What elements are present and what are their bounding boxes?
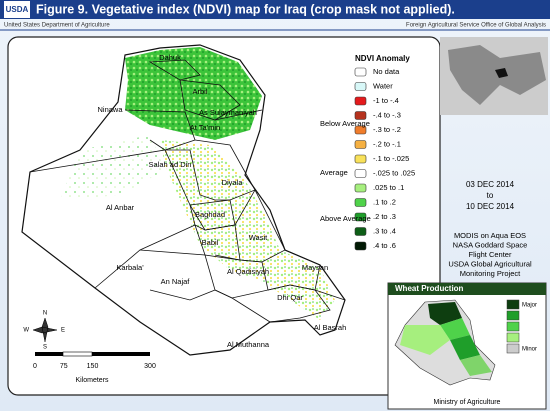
legend-swatch — [354, 111, 367, 120]
legend-label: .1 to .2 — [373, 197, 396, 206]
inset-major: Major — [522, 303, 537, 309]
province-label: Ninawa — [97, 105, 123, 114]
legend-group: Average — [320, 168, 348, 177]
legend-label: .025 to .1 — [373, 183, 404, 192]
agency: United States Department of Agriculture — [4, 23, 110, 29]
legend-group: Below Average — [320, 119, 370, 128]
scale-label: 300 — [144, 363, 156, 370]
legend-swatch — [354, 82, 367, 91]
legend-swatch — [354, 198, 367, 207]
title: Figure 9. Vegetative index (NDVI) map fo… — [36, 2, 455, 16]
province-label: Al Anbar — [106, 203, 135, 212]
legend-label: -.4 to -.3 — [373, 110, 401, 119]
compass: N S E W — [23, 311, 65, 351]
compass-n: N — [43, 311, 47, 317]
legend-swatch — [354, 212, 367, 222]
source-line: USDA Global Agricultural — [448, 259, 532, 268]
province-label: Arbil — [192, 87, 207, 96]
province-label: As Sulaymaniyah — [199, 108, 257, 117]
legend-swatch — [354, 227, 367, 236]
legend-label: -1 to -.4 — [373, 96, 399, 105]
province-borders — [29, 59, 346, 323]
legend-label: .2 to .3 — [373, 212, 396, 221]
legend-swatch — [354, 169, 367, 178]
legend-label: -.025 to .025 — [373, 168, 415, 177]
province-label: Al Basrah — [314, 323, 347, 332]
legend-swatch — [354, 183, 367, 193]
legend-label: -.1 to -.025 — [373, 154, 409, 163]
compass-w: W — [23, 328, 29, 334]
date: to — [487, 191, 494, 200]
source-line: MODIS on Aqua EOS — [454, 231, 526, 240]
legend-swatch — [354, 154, 367, 164]
scale-bar — [35, 351, 150, 357]
office: Foreign Agricultural Service Office of G… — [406, 23, 546, 29]
legend-swatch — [354, 125, 367, 135]
province-label: Karbala' — [116, 263, 144, 272]
header-bar — [0, 0, 550, 19]
province-label: Maysan — [302, 263, 328, 272]
inset-title: Wheat Production — [395, 284, 464, 293]
legend-group: Above Average — [320, 214, 371, 223]
legend-swatch — [354, 67, 367, 77]
legend-swatch — [354, 241, 367, 251]
legend-swatch — [354, 140, 367, 149]
legend-label: .4 to .6 — [373, 241, 396, 250]
legend-label: Water — [373, 81, 393, 90]
date: 03 DEC 2014 — [466, 180, 515, 189]
province-label: Al Muthanna — [227, 340, 270, 349]
compass-e: E — [61, 328, 65, 334]
inset: Wheat Production Major Minor Ministry of… — [387, 282, 547, 410]
province-label: Diyala — [222, 178, 244, 187]
date: 10 DEC 2014 — [466, 202, 515, 211]
province-label: Al Qadisiyah — [227, 267, 269, 276]
legend-label: .3 to .4 — [373, 226, 396, 235]
legend-label: No data — [373, 67, 400, 76]
legend-label: -.2 to -.1 — [373, 139, 401, 148]
source-line: Flight Center — [469, 250, 512, 259]
province-label: An Najaf — [161, 277, 191, 286]
legend-label: -.3 to -.2 — [373, 125, 401, 134]
province-label: Babil — [202, 238, 219, 247]
inset-minor: Minor — [522, 347, 537, 353]
province-label: At Ta'min — [190, 123, 220, 132]
legend-swatch — [354, 96, 367, 106]
scale-unit: Kilometers — [75, 377, 109, 384]
province-label: Dhi Qar — [277, 293, 303, 302]
province-label: Dahuk — [159, 53, 181, 62]
scale-label: 0 — [33, 363, 37, 370]
province-label: Salah ad Din — [149, 160, 192, 169]
logo-box — [4, 1, 30, 18]
source-line: Monitoring Project — [460, 269, 521, 278]
source-line: NASA Goddard Space — [453, 240, 528, 249]
province-label: Wasit — [249, 233, 268, 242]
inset-source: Ministry of Agriculture — [434, 399, 501, 406]
legend-title: NDVI Anomaly — [355, 54, 410, 63]
province-label: Baghdad — [195, 210, 225, 219]
scale-label: 150 — [87, 363, 99, 370]
logo: USDA — [6, 5, 29, 14]
compass-s: S — [43, 345, 47, 351]
scale-label: 75 — [60, 363, 68, 370]
